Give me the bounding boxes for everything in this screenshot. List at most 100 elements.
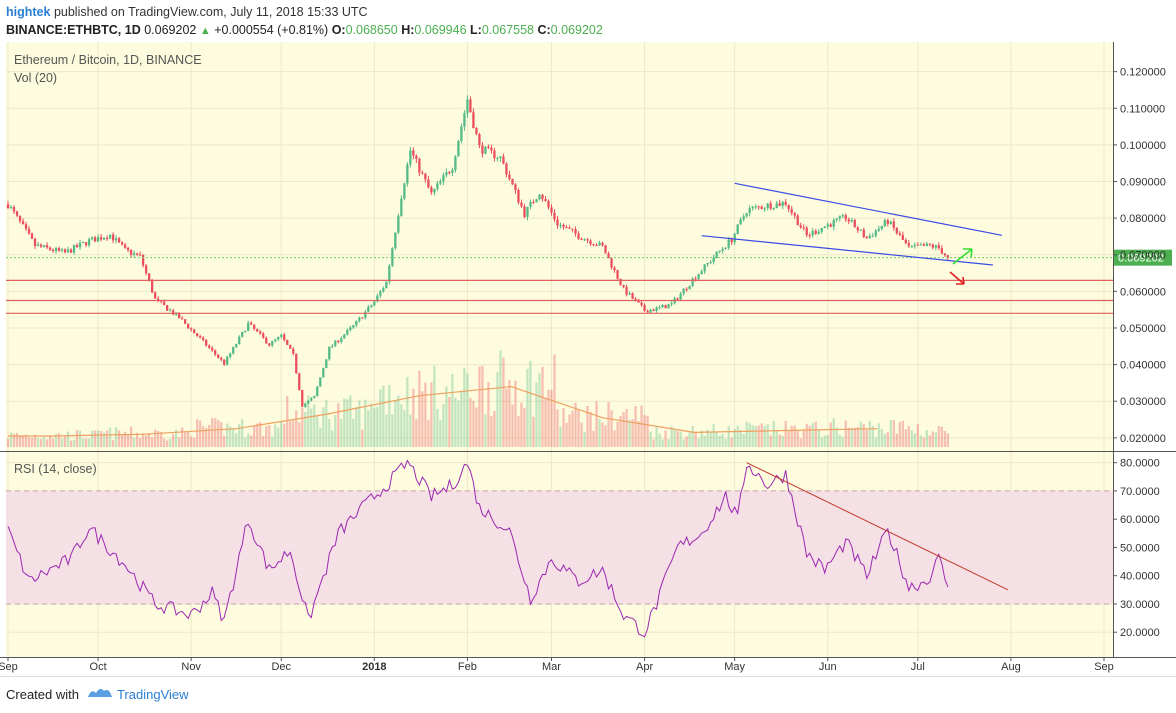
candle-body xyxy=(274,339,277,342)
volume-bar xyxy=(51,438,55,447)
volume-bar xyxy=(105,430,109,447)
volume-bar xyxy=(580,422,583,447)
candle-body xyxy=(499,156,502,159)
volume-bar xyxy=(664,430,667,447)
volume-bar xyxy=(15,432,19,447)
price-axis-label: 0.020000 xyxy=(1120,433,1166,445)
volume-bar xyxy=(751,425,754,447)
volume-bar xyxy=(364,399,367,447)
volume-bar xyxy=(808,425,811,447)
volume-bar xyxy=(790,425,793,447)
volume-bar xyxy=(247,433,250,447)
volume-bar xyxy=(337,403,340,447)
tradingview-logo-icon[interactable] xyxy=(87,685,113,701)
volume-bar xyxy=(655,425,658,447)
candle-body xyxy=(63,249,67,253)
volume-bar xyxy=(451,373,454,447)
volume-bar xyxy=(544,398,547,447)
volume-bar xyxy=(120,434,124,447)
candle-body xyxy=(367,306,370,312)
candle-body xyxy=(448,172,451,174)
volume-bar xyxy=(181,427,184,447)
volume-bar xyxy=(718,435,721,447)
author-name[interactable]: hightek xyxy=(6,5,51,19)
wedge-lower-trendline[interactable] xyxy=(701,235,993,266)
candle-body xyxy=(907,243,910,247)
volume-bar xyxy=(24,434,28,447)
tradingview-brand[interactable]: TradingView xyxy=(117,687,189,702)
candle-body xyxy=(736,224,739,234)
candle-body xyxy=(403,183,406,199)
volume-bar xyxy=(712,424,715,447)
volume-bar xyxy=(757,425,760,447)
candle-body xyxy=(628,293,631,295)
time-axis-label: Feb xyxy=(458,661,477,673)
candle-body xyxy=(817,231,820,234)
volume-bar xyxy=(286,396,289,447)
candle-body xyxy=(295,353,298,374)
candle-body xyxy=(184,319,187,324)
candle-body xyxy=(634,298,637,300)
volume-bar xyxy=(781,435,784,447)
volume-bar xyxy=(793,425,796,447)
volume-bar xyxy=(682,439,685,447)
volume-bar xyxy=(535,382,538,447)
volume-bar xyxy=(946,433,949,447)
candle-body xyxy=(583,239,586,241)
low-value: 0.067558 xyxy=(481,23,534,37)
candle-body xyxy=(36,244,40,247)
candle-body xyxy=(190,328,193,330)
price-axis-label: 0.090000 xyxy=(1120,176,1166,188)
volume-bar xyxy=(187,431,190,447)
created-with-text: Created with xyxy=(6,687,79,702)
high-label: H: xyxy=(401,23,415,37)
volume-bar xyxy=(829,422,832,447)
volume-bar xyxy=(730,437,733,447)
candle-body xyxy=(619,278,622,286)
volume-bar xyxy=(193,437,196,447)
candle-body xyxy=(123,244,127,248)
price-axis-label: 0.030000 xyxy=(1120,396,1166,408)
candle-body xyxy=(90,237,94,240)
candle-body xyxy=(442,175,445,182)
candle-body xyxy=(286,339,289,345)
candle-body xyxy=(108,234,112,239)
volume-bar xyxy=(844,420,847,447)
volume-bar xyxy=(400,404,403,447)
price-axis-label: 0.060000 xyxy=(1120,286,1166,298)
candle-body xyxy=(592,244,595,246)
price-axis-label: 0.080000 xyxy=(1120,213,1166,225)
volume-bar xyxy=(523,408,526,447)
volume-bar xyxy=(220,421,223,447)
candle-body xyxy=(730,239,733,243)
candle-body xyxy=(550,207,553,213)
candle-body xyxy=(652,309,655,311)
volume-bar xyxy=(114,427,118,447)
wedge-upper-trendline[interactable] xyxy=(734,182,1003,236)
time-axis-label: Oct xyxy=(90,661,107,673)
volume-bar xyxy=(379,389,382,447)
candle-body xyxy=(307,400,310,404)
volume-bar xyxy=(526,368,529,447)
time-axis-label: Jul xyxy=(911,661,925,673)
volume-bar xyxy=(589,411,592,447)
candle-body xyxy=(856,227,859,231)
candle-body xyxy=(81,242,85,244)
candle-body xyxy=(934,245,937,248)
symbol-name: BINANCE:ETHBTC, 1D xyxy=(6,23,141,37)
candle-body xyxy=(622,285,625,287)
volume-bar xyxy=(697,438,700,447)
volume-bar xyxy=(673,429,676,447)
candle-body xyxy=(334,340,337,346)
candle-body xyxy=(172,310,175,315)
chart-header: hightek published on TradingView.com, Ju… xyxy=(0,0,1176,42)
candle-body xyxy=(214,350,217,355)
volume-bar xyxy=(787,431,790,447)
candle-body xyxy=(802,227,805,229)
chart-canvas[interactable]: 0.069202 0.120000 0.110000 0.100000 0.09000… xyxy=(0,42,1176,676)
candle-body xyxy=(490,147,493,151)
candle-body xyxy=(18,215,22,222)
candle-body xyxy=(391,248,394,266)
candle-body xyxy=(691,278,694,286)
rsi-trendline[interactable] xyxy=(746,462,1009,591)
